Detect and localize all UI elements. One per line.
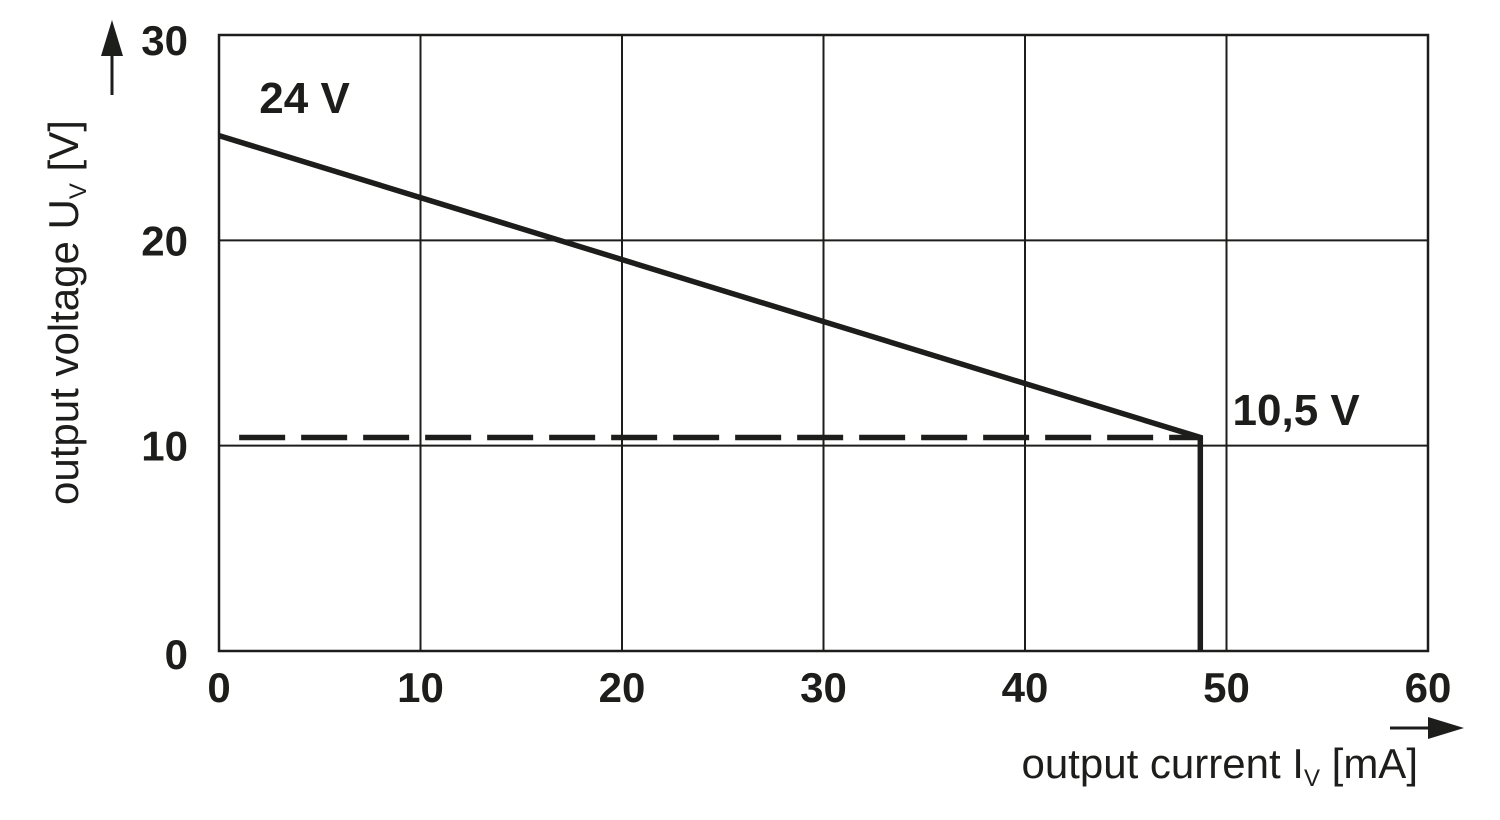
x-tick-label: 40 (1002, 664, 1049, 711)
y-tick-label: 10 (141, 423, 188, 470)
y-axis-label: output voltage UV [V] (40, 120, 92, 505)
y-tick-label: 0 (165, 631, 188, 678)
grid (217, 33, 1430, 653)
x-axis-arrow (1390, 717, 1464, 739)
series-solid-line (218, 132, 1204, 651)
y-tick-label: 20 (141, 217, 188, 264)
annotations: 24 V 10,5 V (259, 74, 1360, 435)
y-axis-arrow (101, 20, 123, 95)
x-ticks: 0 10 20 30 40 50 60 (207, 664, 1451, 711)
y-ticks: 0 10 20 30 (141, 17, 188, 678)
x-tick-label: 10 (397, 664, 444, 711)
series-group (218, 132, 1204, 651)
plot-frame (217, 33, 1430, 653)
x-tick-label: 60 (1405, 664, 1452, 711)
annotation-label: 24 V (259, 74, 350, 123)
x-tick-label: 50 (1203, 664, 1250, 711)
y-tick-label: 30 (141, 17, 188, 64)
x-tick-label: 0 (207, 664, 230, 711)
x-axis-label: output current IV [mA] (1021, 740, 1418, 792)
x-tick-label: 30 (800, 664, 847, 711)
x-tick-label: 20 (599, 664, 646, 711)
annotation-label: 10,5 V (1233, 386, 1361, 435)
